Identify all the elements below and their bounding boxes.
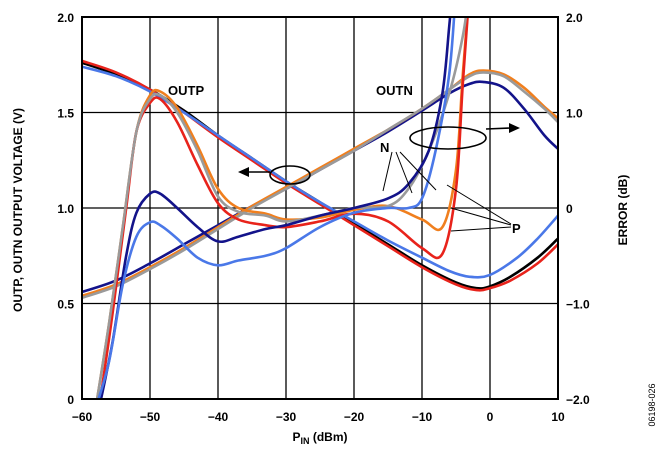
series-line-left-navy: [82, 80, 558, 294]
y-left-tick-label: 1.5: [57, 107, 74, 121]
y-left-tick-label: 0: [67, 393, 74, 407]
tick-labels: −60 −50 −40 −30 −20 −10 0 10 0 0.5 1.0 1.5 2.0 −2.0 −1…: [57, 11, 590, 424]
plot-frame: [81, 16, 559, 400]
x-tick-label: 0: [487, 410, 494, 424]
outn-arrow-shaft: [485, 127, 512, 130]
y-left-tick-label: 0.5: [57, 298, 74, 312]
y-left-tick-label: 1.0: [57, 202, 74, 216]
y-left-tick-label: 2.0: [57, 11, 74, 25]
annotation-outp: OUTP: [168, 83, 204, 98]
annotation-shapes: [238, 123, 520, 232]
y-right-tick-label: 1.0: [566, 107, 583, 121]
series-line-right-gray: [95, 17, 468, 399]
curves: [82, 17, 558, 399]
n-leader-lines: [382, 151, 437, 194]
annotation-n: N: [380, 140, 389, 155]
y-right-tick-label: −1.0: [566, 298, 590, 312]
x-tick-label: −10: [412, 410, 433, 424]
series-line-right-blue: [97, 17, 456, 399]
grid: [82, 17, 558, 399]
p-leader-lines: [446, 184, 512, 232]
x-tick-label: −50: [140, 410, 161, 424]
series-line-right-navy: [99, 17, 452, 399]
y-right-tick-label: −2.0: [566, 393, 590, 407]
outp-arrow-head: [238, 167, 249, 177]
x-tick-label: −40: [208, 410, 229, 424]
annotation-outn: OUTN: [376, 83, 413, 98]
x-tick-label: −20: [344, 410, 365, 424]
outn-arrow-head: [509, 123, 520, 133]
y-right-tick-label: 0: [566, 202, 573, 216]
outp-ellipse: [269, 165, 311, 185]
x-tick-label: 10: [551, 410, 565, 424]
y-axis-label-right: ERROR (dB): [616, 175, 630, 246]
x-tick-label: −60: [72, 410, 93, 424]
outn-ellipse: [409, 126, 487, 150]
y-axis-label-left: OUTP, OUTN OUTPUT VOLTAGE (V): [11, 108, 25, 312]
x-axis-label: PIN (dBm): [292, 430, 347, 446]
series-line-right-red: [99, 17, 469, 399]
annotation-p: P: [512, 221, 521, 236]
series-line-right-orange: [95, 17, 469, 399]
x-tick-label: −30: [276, 410, 297, 424]
figure-id: 06198-026: [647, 383, 657, 426]
y-right-tick-label: 2.0: [566, 11, 583, 25]
series-line-left-gray: [82, 71, 558, 300]
